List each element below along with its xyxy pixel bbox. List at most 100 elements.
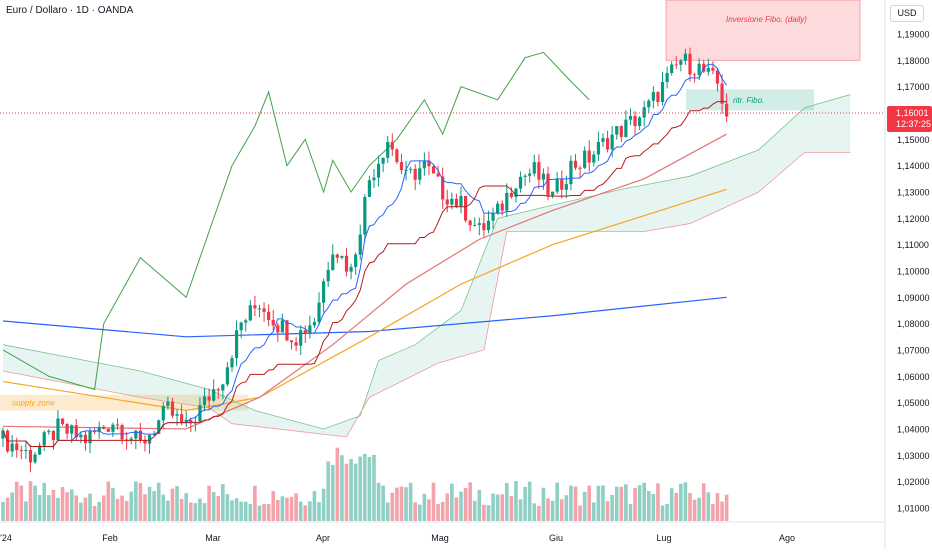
- fibo-retrace-zone: [686, 89, 814, 111]
- volume-bar: [605, 501, 610, 521]
- candle-body: [427, 160, 431, 167]
- volume-bar: [376, 482, 381, 521]
- candle-body: [280, 320, 284, 333]
- volume-bar: [234, 498, 239, 521]
- volume-bar: [92, 505, 97, 521]
- volume-bar: [170, 488, 175, 521]
- volume-bar: [527, 481, 532, 521]
- candle-body: [308, 325, 312, 334]
- volume-bar: [248, 503, 253, 521]
- volume-bar: [385, 502, 390, 521]
- candle-body: [97, 426, 101, 433]
- y-tick-label: 1,13000: [897, 187, 930, 197]
- candle-body: [573, 160, 578, 168]
- volume-bar: [308, 501, 312, 521]
- volume-bar: [243, 501, 248, 521]
- candle-body: [267, 311, 271, 320]
- y-tick-label: 1,04000: [897, 424, 930, 434]
- volume-bar: [69, 489, 74, 521]
- volume-bar: [523, 486, 527, 521]
- candle-body: [541, 173, 546, 180]
- candle-body: [518, 176, 523, 189]
- candle-body: [509, 192, 513, 197]
- volume-bar: [184, 493, 188, 521]
- volume-bar: [537, 505, 541, 521]
- volume-bar: [124, 500, 129, 521]
- volume-bar: [19, 485, 24, 521]
- candle-body: [102, 426, 106, 429]
- candle-body: [138, 430, 142, 441]
- candle-body: [166, 401, 170, 407]
- candle-body: [262, 308, 266, 312]
- candle-body: [184, 419, 188, 423]
- chart-title: Euro / Dollaro · 1D · OANDA: [6, 5, 134, 16]
- candle-body: [463, 196, 468, 221]
- x-tick-label: Feb: [102, 533, 118, 543]
- candle-body: [248, 305, 252, 321]
- candle-body: [528, 173, 532, 176]
- candle-body: [294, 342, 298, 346]
- volume-bar: [303, 505, 308, 521]
- candle-body: [372, 177, 376, 181]
- candle-body: [42, 432, 46, 446]
- volume-bar: [532, 503, 537, 521]
- volume-bar: [147, 486, 152, 521]
- candle-body: [56, 418, 60, 441]
- y-axis: 1,190001,180001,170001,160001,150001,140…: [897, 30, 930, 514]
- price-tag: [887, 105, 932, 132]
- volume-bar: [413, 502, 417, 521]
- candle-body: [170, 401, 175, 416]
- candle-body: [610, 134, 614, 150]
- candle-body: [157, 420, 161, 434]
- volume-bar: [390, 492, 395, 521]
- volume-bar: [33, 485, 37, 521]
- volume-bar: [106, 481, 111, 521]
- volume-bar: [596, 485, 601, 521]
- candle-body: [409, 168, 413, 170]
- candle-body: [221, 384, 225, 391]
- candle-body: [386, 141, 390, 158]
- candle-body: [413, 168, 417, 180]
- candle-body: [500, 203, 504, 211]
- volume-bar: [715, 493, 720, 521]
- candle-body: [326, 269, 330, 282]
- x-tick-label: Giu: [549, 533, 563, 543]
- candle-body: [312, 321, 317, 326]
- candle-body: [51, 430, 55, 441]
- candle-body: [115, 424, 120, 426]
- candle-body: [390, 141, 394, 150]
- volume-bar: [472, 500, 477, 521]
- candle-body: [482, 223, 486, 231]
- volume-bar: [285, 497, 289, 521]
- volume-bar: [230, 500, 234, 521]
- volume-bar: [482, 504, 486, 521]
- volume-bar: [491, 493, 495, 521]
- annotation-inversion: Inversione Fibo. (daily): [726, 15, 807, 24]
- volume-bar: [175, 486, 179, 521]
- candle-body: [624, 119, 628, 137]
- currency-button[interactable]: USD: [890, 5, 924, 22]
- volume-bar: [294, 493, 298, 521]
- candle-body: [445, 199, 449, 205]
- volume-bar: [541, 487, 546, 521]
- candle-body: [537, 162, 541, 180]
- x-tick-label: '24: [0, 533, 12, 543]
- volume-bar: [188, 502, 193, 521]
- candle-body: [74, 425, 78, 438]
- y-tick-label: 1,10000: [897, 266, 930, 276]
- volume-bar: [166, 500, 170, 521]
- candle-body: [651, 92, 655, 101]
- volume-bar: [459, 491, 463, 521]
- candle-body: [399, 162, 404, 171]
- volume-bar: [5, 497, 10, 521]
- candle-body: [477, 223, 481, 225]
- volume-bar: [642, 482, 646, 521]
- volume-bar: [37, 494, 42, 521]
- volume-bar: [179, 498, 184, 521]
- candle-body: [189, 419, 193, 424]
- volume-bar: [42, 482, 47, 521]
- volume-bar: [450, 483, 454, 521]
- x-tick-label: Mag: [431, 533, 449, 543]
